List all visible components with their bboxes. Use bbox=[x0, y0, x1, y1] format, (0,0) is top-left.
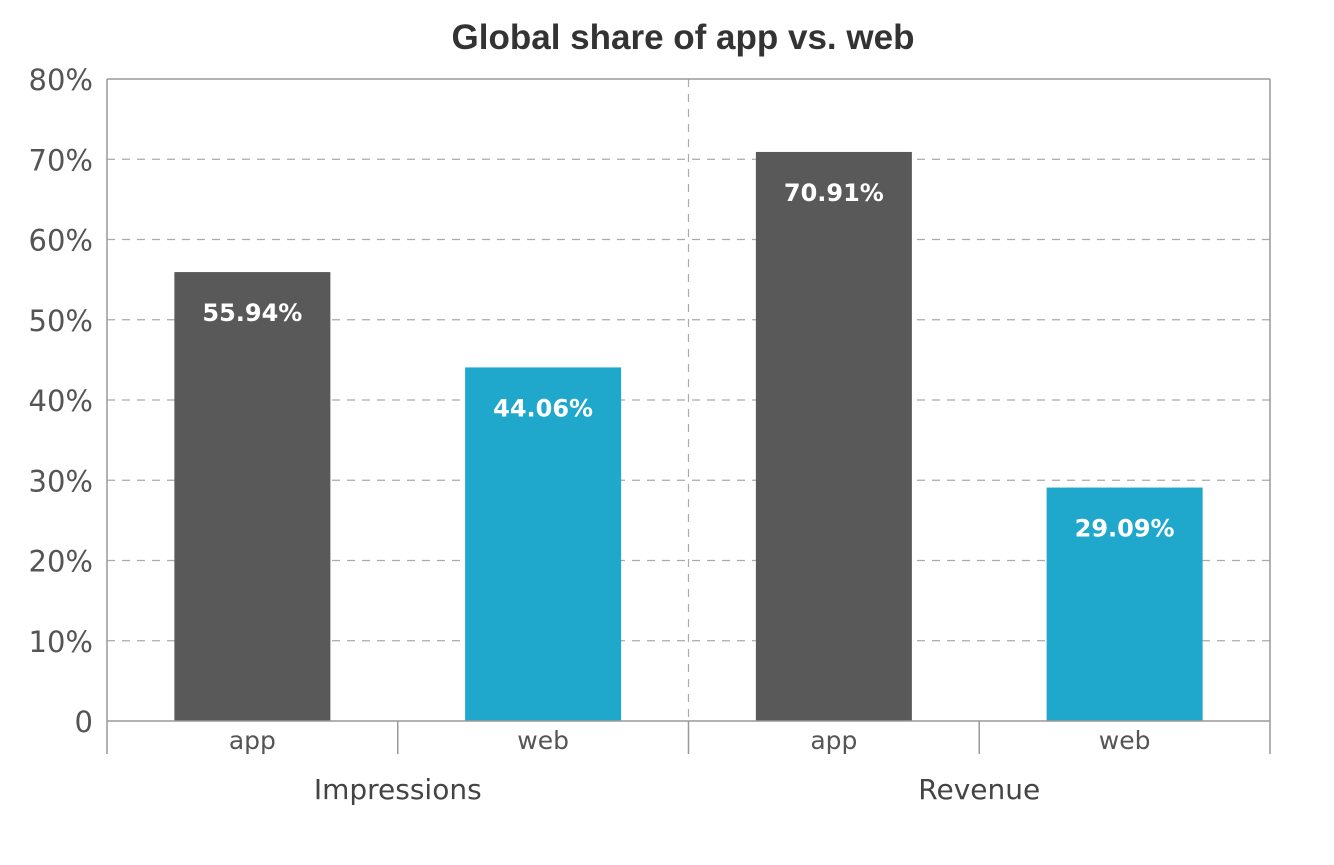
y-tick-label: 20% bbox=[29, 545, 93, 579]
data-label: 29.09% bbox=[1075, 515, 1175, 543]
y-tick-label: 50% bbox=[29, 304, 93, 338]
labels: 0 10% 20% 30% 40% 50% 60% 70% 80% 55.94% app 44.06%… bbox=[29, 63, 1175, 806]
y-tick-label: 60% bbox=[29, 224, 93, 258]
bar-revenue-app bbox=[755, 151, 912, 721]
x-tick-label: app bbox=[810, 726, 857, 755]
chart-title: Global share of app vs. web bbox=[452, 18, 915, 57]
y-tick-label: 30% bbox=[29, 464, 93, 498]
bar-revenue-web bbox=[1046, 487, 1203, 721]
y-tick-label: 80% bbox=[29, 63, 93, 97]
y-tick-label: 40% bbox=[29, 384, 93, 418]
data-label: 55.94% bbox=[202, 299, 302, 327]
axes bbox=[106, 78, 1271, 754]
bars bbox=[174, 151, 1203, 721]
x-tick-label: web bbox=[517, 726, 569, 755]
group-label: Impressions bbox=[314, 773, 482, 806]
bar-impressions-app bbox=[174, 272, 331, 721]
y-tick-label: 70% bbox=[29, 143, 93, 177]
data-label: 70.91% bbox=[784, 179, 884, 207]
bar-impressions-web bbox=[465, 367, 622, 721]
y-tick-label: 0 bbox=[75, 705, 93, 739]
x-tick-label: web bbox=[1099, 726, 1151, 755]
x-tick-label: app bbox=[229, 726, 276, 755]
gridlines bbox=[107, 79, 1270, 721]
y-tick-label: 10% bbox=[29, 625, 93, 659]
group-label: Revenue bbox=[918, 773, 1040, 806]
data-label: 44.06% bbox=[493, 394, 593, 422]
